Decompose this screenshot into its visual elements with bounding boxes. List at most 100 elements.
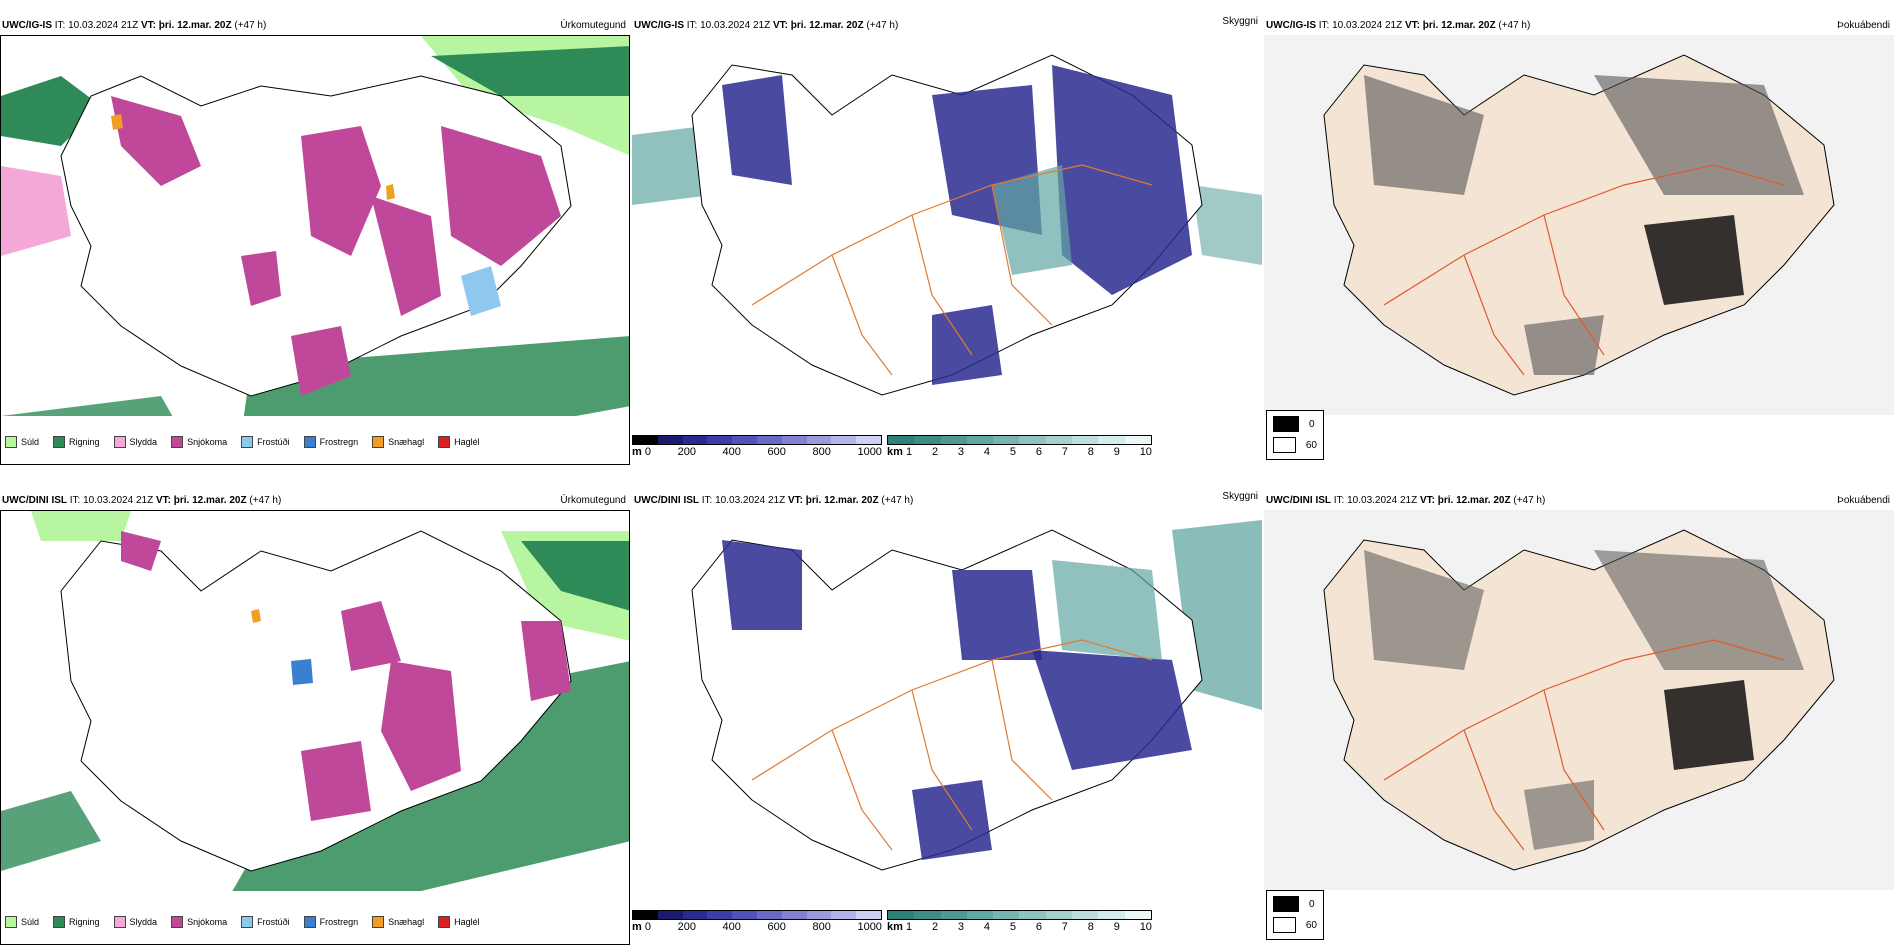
teal-area [1052, 560, 1162, 660]
drizzle-area [31, 511, 131, 541]
fog-dark [1644, 215, 1744, 305]
legend-swatch [372, 916, 385, 928]
legend-swatch [438, 436, 451, 448]
precip-panel-row2: UWC/DINI ISL IT: 10.03.2024 21Z VT: þri.… [0, 475, 630, 950]
frostregn-area [461, 266, 501, 316]
fog-grey [1524, 780, 1594, 850]
fog-panel-row1: UWC/IG-IS IT: 10.03.2024 21Z VT: þri. 12… [1264, 0, 1894, 475]
legend-item-4: Frostúði [241, 916, 290, 928]
low-visibility-area [932, 305, 1002, 385]
legend-swatch [113, 436, 126, 448]
panel-header: UWC/IG-IS IT: 10.03.2024 21Z VT: þri. 12… [1266, 20, 1531, 31]
legend-item-5: Frostregn [303, 916, 358, 928]
legend-swatch [171, 916, 184, 928]
precip-map [1, 511, 629, 891]
precip-panel-row1: UWC/IG-IS IT: 10.03.2024 21Z VT: þri. 12… [0, 0, 630, 475]
legend-item-7: Haglél [438, 916, 480, 928]
fog-grey [1364, 550, 1484, 670]
legend-swatch [438, 916, 451, 928]
fog-key-row2: 0 60 [1266, 890, 1324, 940]
legend-swatch [113, 916, 126, 928]
visibility-ticks: km 1 2 3 4 5 6 7 8 9 10 [887, 446, 1152, 458]
teal-area [992, 165, 1072, 275]
snow-area [441, 126, 561, 266]
legend-item-0: Súld [5, 436, 39, 448]
snaehagl-spot [386, 184, 395, 200]
road-network [1383, 164, 1785, 376]
snow-area [291, 326, 351, 396]
legend-item-3: Snjókoma [171, 916, 227, 928]
fog-grey [1594, 75, 1804, 195]
visibility-panel-row2: UWC/DINI ISL IT: 10.03.2024 21Z VT: þri.… [632, 475, 1262, 950]
legend-item-2: Slydda [113, 436, 157, 448]
legend-swatch [53, 436, 66, 448]
low-visibility-area [912, 780, 992, 860]
visibility-colorbar: km 1 2 3 4 5 6 7 8 9 10 [887, 435, 1152, 458]
legend-item-0: Súld [5, 916, 39, 928]
panel-header: UWC/IG-IS IT: 10.03.2024 21Z VT: þri. 12… [634, 20, 899, 31]
legend-item-1: Rigning [53, 436, 100, 448]
precip-map-frame: Súld Rigning Slydda Snjókoma Frostúði Fr… [0, 510, 630, 945]
height-colorbar: m 0 200 400 600 800 1000 [632, 910, 882, 933]
snow-area [111, 96, 201, 186]
legend-item-6: Snæhagl [372, 436, 424, 448]
rain-area [431, 46, 629, 96]
legend-swatch [241, 436, 254, 448]
low-visibility-area [1032, 650, 1192, 770]
visibility-panel-row1: UWC/IG-IS IT: 10.03.2024 21Z VT: þri. 12… [632, 0, 1262, 475]
visibility-colorbar-strip [887, 435, 1152, 445]
legend-item-3: Snjókoma [171, 436, 227, 448]
fog-key-row1: 0 60 [1266, 410, 1324, 460]
legend-item-6: Snæhagl [372, 916, 424, 928]
height-ticks: m 0 200 400 600 800 1000 [632, 921, 882, 933]
rain-area [1, 396, 173, 416]
panel-header: UWC/IG-IS IT: 10.03.2024 21Z VT: þri. 12… [2, 20, 267, 31]
legend-item-2: Slydda [113, 916, 157, 928]
fog-map [1264, 510, 1894, 890]
road-network [751, 164, 1153, 376]
legend-swatch [303, 916, 316, 928]
teal-haze [1192, 185, 1262, 265]
fog-key-swatch [1273, 437, 1296, 453]
low-visibility-area [722, 75, 792, 185]
snow-area [241, 251, 281, 306]
panel-header: UWC/DINI ISL IT: 10.03.2024 21Z VT: þri.… [2, 495, 282, 506]
road-network [1383, 639, 1785, 851]
legend-swatch [241, 916, 254, 928]
height-ticks: m 0 200 400 600 800 1000 [632, 446, 882, 458]
panel-header: UWC/DINI ISL IT: 10.03.2024 21Z VT: þri.… [1266, 495, 1546, 506]
panel-title: Þokuábendi [1837, 20, 1890, 31]
fog-grey [1594, 550, 1804, 670]
legend-swatch [372, 436, 385, 448]
legend-item-4: Frostúði [241, 436, 290, 448]
snaehagl-spot [111, 114, 123, 130]
legend-swatch [171, 436, 184, 448]
visibility-map [691, 520, 1262, 871]
legend-item-5: Frostregn [303, 436, 358, 448]
snow-area [301, 741, 371, 821]
snow-area [521, 621, 571, 701]
panel-title: Skyggni [1222, 16, 1258, 27]
height-colorbar: m 0 200 400 600 800 1000 [632, 435, 882, 458]
legend-swatch [5, 916, 17, 928]
panel-title: Skyggni [1222, 491, 1258, 502]
frostregn-area [291, 659, 313, 685]
precip-legend: Súld Rigning Slydda Snjókoma Frostúði Fr… [5, 436, 480, 448]
snaehagl-spot [251, 609, 261, 623]
visibility-ticks: km 1 2 3 4 5 6 7 8 9 10 [887, 921, 1152, 933]
road-network [751, 639, 1153, 851]
fog-key-swatch [1273, 917, 1296, 933]
legend-item-1: Rigning [53, 916, 100, 928]
precip-map [1, 36, 629, 416]
legend-swatch [53, 916, 66, 928]
fog-grey [1364, 75, 1484, 195]
snow-area [371, 196, 441, 316]
island-outline [60, 530, 572, 872]
rain-area [243, 336, 629, 416]
teal-haze [632, 125, 712, 205]
panel-header: UWC/DINI ISL IT: 10.03.2024 21Z VT: þri.… [634, 495, 914, 506]
fog-key-swatch [1273, 896, 1299, 912]
panel-title: Úrkomutegund [560, 20, 626, 31]
panel-title: Þokuábendi [1837, 495, 1890, 506]
snow-area [341, 601, 401, 671]
